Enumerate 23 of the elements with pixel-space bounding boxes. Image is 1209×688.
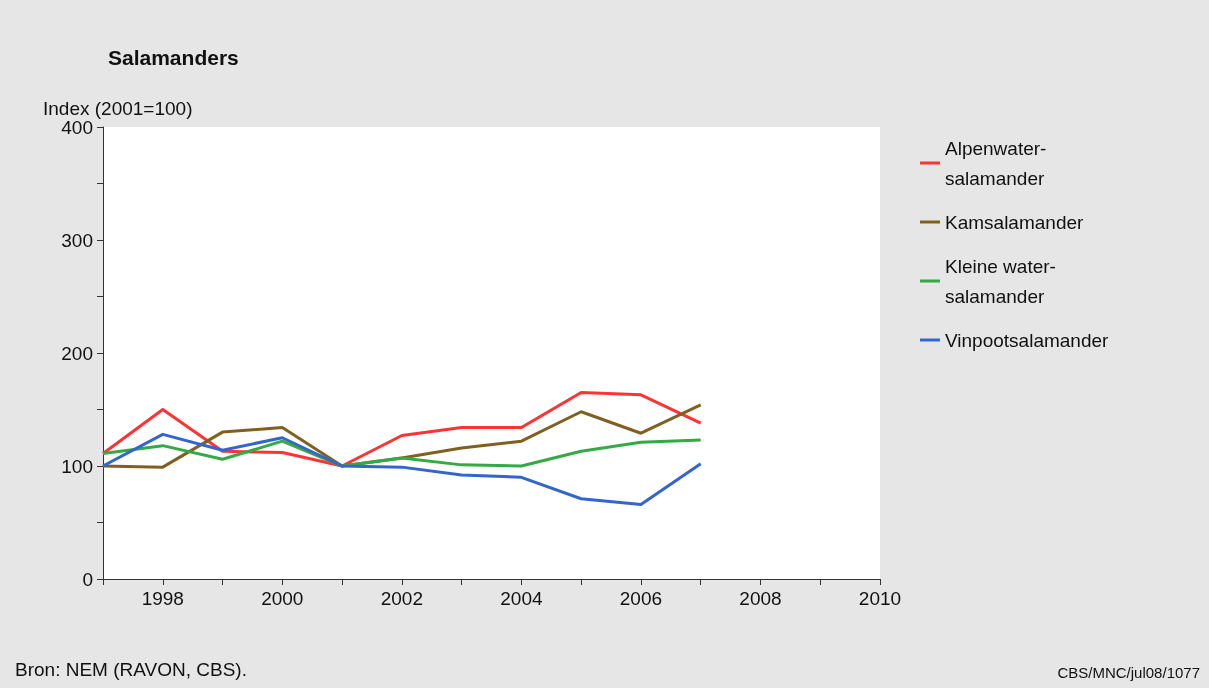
y-tick-label: 0 (82, 568, 93, 590)
x-tick-label: 2006 (619, 588, 663, 609)
chart-title: Salamanders (108, 46, 239, 69)
x-tick-label: 2000 (261, 588, 304, 609)
x-tick-label: 2004 (500, 588, 543, 609)
y-axis-title: Index (2001=100) (43, 97, 193, 119)
legend-label: Vinpootsalamander (945, 329, 1110, 351)
legend-label: Kamsalamander (945, 211, 1085, 233)
x-tick-label: 2002 (380, 588, 423, 609)
legend-label: Kleine water-salamander (945, 255, 1056, 307)
line-series (101, 391, 703, 468)
x-tick-label: 1998 (141, 588, 184, 609)
x-tick-label: 2010 (858, 588, 902, 609)
y-tick-label: 400 (61, 116, 93, 138)
text: CBS/MNC/jul08/1077 (1057, 664, 1201, 681)
legend-label: Alpenwater-salamander (945, 137, 1047, 189)
line-series (101, 432, 703, 506)
y-tick-label: 200 (61, 342, 93, 364)
text: Bron: NEM (RAVON, CBS). (15, 659, 247, 680)
x-tick-label: 2008 (739, 588, 782, 609)
y-tick-label: 300 (61, 229, 93, 251)
y-tick-label: 100 (61, 455, 93, 477)
line-series (101, 438, 703, 468)
